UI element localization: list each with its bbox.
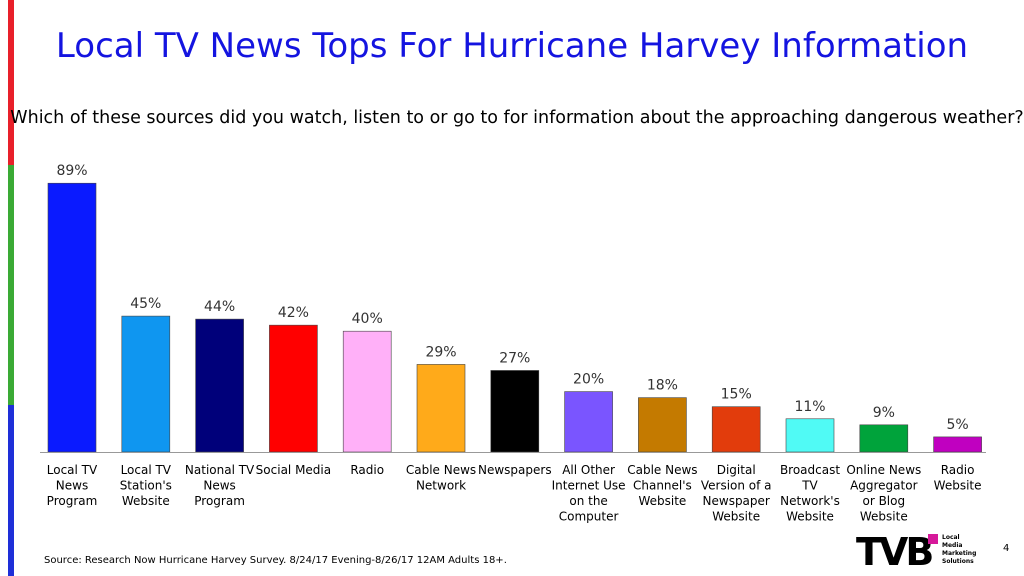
value-label-4: 40% [352, 311, 383, 327]
category-label-1-line-0: Local TV [121, 463, 172, 477]
category-label-12-line-0: Radio [941, 463, 975, 477]
category-label-10-line-2: Network's [780, 494, 840, 508]
category-label-11-line-1: Aggregator [850, 479, 918, 493]
category-label-6-line-0: Newspapers [478, 463, 552, 477]
value-label-2: 44% [204, 299, 235, 315]
bar-12 [933, 436, 982, 453]
value-label-0: 89% [56, 163, 87, 179]
category-label-8-line-2: Website [638, 494, 686, 508]
bar-8 [638, 397, 687, 453]
category-label-4-line-0: Radio [350, 463, 384, 477]
category-label-11-line-0: Online News [846, 463, 921, 477]
category-label-2-line-1: News [203, 479, 235, 493]
source-note: Source: Research Now Hurricane Harvey Su… [44, 555, 507, 566]
category-label-8-line-0: Cable News [627, 463, 697, 477]
category-label-10-line-0: Broadcast [780, 463, 840, 477]
bar-11 [859, 424, 909, 453]
category-label-0-line-1: News [56, 479, 88, 493]
logo-tagline: Local Media Marketing Solutions [942, 534, 977, 565]
value-label-12: 5% [946, 417, 968, 433]
category-label-8-line-1: Channel's [633, 479, 692, 493]
bar-0 [47, 182, 97, 453]
category-label-0-line-0: Local TV [47, 463, 98, 477]
value-label-1: 45% [130, 296, 161, 312]
value-label-9: 15% [721, 387, 752, 403]
category-label-10-line-3: Website [786, 510, 834, 524]
category-label-11-line-2: or Blog [862, 494, 905, 508]
category-label-2-line-2: Program [194, 494, 245, 508]
value-label-7: 20% [573, 372, 604, 388]
category-label-7-line-3: Computer [559, 510, 619, 524]
value-label-5: 29% [425, 344, 456, 360]
category-label-11-line-3: Website [860, 510, 908, 524]
category-label-5-line-1: Network [416, 479, 466, 493]
bar-1 [121, 315, 171, 453]
value-label-10: 11% [794, 399, 825, 415]
category-label-7-line-0: All Other [562, 463, 615, 477]
side-stripe-red [8, 0, 14, 165]
category-label-5-line-0: Cable News [406, 463, 476, 477]
bar-10 [785, 418, 835, 453]
bar-3 [269, 324, 318, 453]
logo-accent-square [928, 534, 938, 544]
category-label-9-line-3: Website [712, 510, 760, 524]
chart-question: Which of these sources did you watch, li… [10, 108, 1024, 128]
value-label-3: 42% [278, 305, 309, 321]
category-label-1-line-1: Station's [120, 479, 172, 493]
category-label-7-line-2: on the [569, 494, 607, 508]
category-label-1-line-2: Website [122, 494, 170, 508]
side-stripe-green [8, 165, 14, 405]
bar-9 [711, 406, 761, 453]
bar-6 [490, 370, 540, 453]
tvb-logo: TVB Local Media Marketing Solutions [856, 530, 976, 574]
logo-mark: TVB [856, 530, 934, 574]
side-stripe-blue [8, 405, 14, 576]
value-label-6: 27% [499, 350, 530, 366]
category-label-12-line-1: Website [934, 479, 982, 493]
page-number: 4 [1003, 543, 1010, 554]
value-label-8: 18% [647, 378, 678, 394]
bar-4 [342, 330, 392, 453]
category-label-2-line-0: National TV [185, 463, 255, 477]
bar-2 [195, 318, 244, 453]
category-label-10-line-1: TV [801, 479, 818, 493]
category-label-9-line-0: Digital [717, 463, 756, 477]
category-label-7-line-1: Internet Use [552, 479, 626, 493]
bar-7 [564, 391, 613, 453]
page-title: Local TV News Tops For Hurricane Harvey … [55, 26, 969, 66]
bar-5 [416, 364, 466, 453]
category-label-9-line-2: Newspaper [703, 494, 770, 508]
value-label-11: 9% [873, 405, 895, 421]
category-label-9-line-1: Version of a [701, 479, 772, 493]
category-label-0-line-2: Program [47, 494, 98, 508]
category-label-3-line-0: Social Media [256, 463, 331, 477]
